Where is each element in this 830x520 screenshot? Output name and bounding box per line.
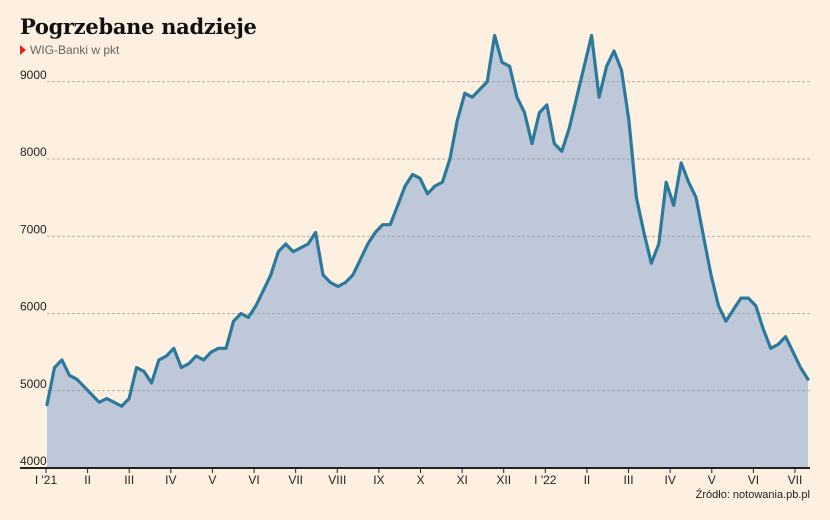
x-tick-label: VII [788,473,803,487]
chart-title: Pogrzebane nadzieje [20,14,257,39]
x-tick-label: VII [288,473,303,487]
x-tick-label: II [584,473,591,487]
x-tick-label: VI [748,473,759,487]
x-tick-label: I '21 [35,473,58,487]
series-label: WIG-Banki w pkt [30,43,120,57]
x-tick-label: XII [496,473,511,487]
chart-subtitle: WIG-Banki w pkt [20,43,119,57]
x-tick-label: III [124,473,134,487]
y-tick-label-4000: 4000 [20,454,47,468]
red-triangle-marker-icon [20,45,26,55]
series-line [45,33,810,408]
x-tick-label: II [84,473,91,487]
y-tick-label-9000: 9000 [20,68,47,82]
y-tick-label-7000: 7000 [20,222,47,236]
x-tick-label: XI [456,473,467,487]
series-area [47,35,808,469]
source-note: Źródło: notowania.pb.pl [695,489,810,501]
x-tick-label: IV [664,473,675,487]
x-tick-label: V [208,473,216,487]
x-tick-label: III [624,473,634,487]
x-tick-label: VI [248,473,259,487]
x-tick-label: VIII [328,473,346,487]
x-tick-label: IX [373,473,384,487]
y-tick-label-8000: 8000 [20,145,47,159]
x-tick-label: X [416,473,424,487]
x-tick-label: I '22 [534,473,557,487]
x-tick-label: V [708,473,716,487]
x-tick-label: IV [165,473,176,487]
y-tick-label-6000: 6000 [20,300,47,314]
y-tick-label-5000: 5000 [20,377,47,391]
